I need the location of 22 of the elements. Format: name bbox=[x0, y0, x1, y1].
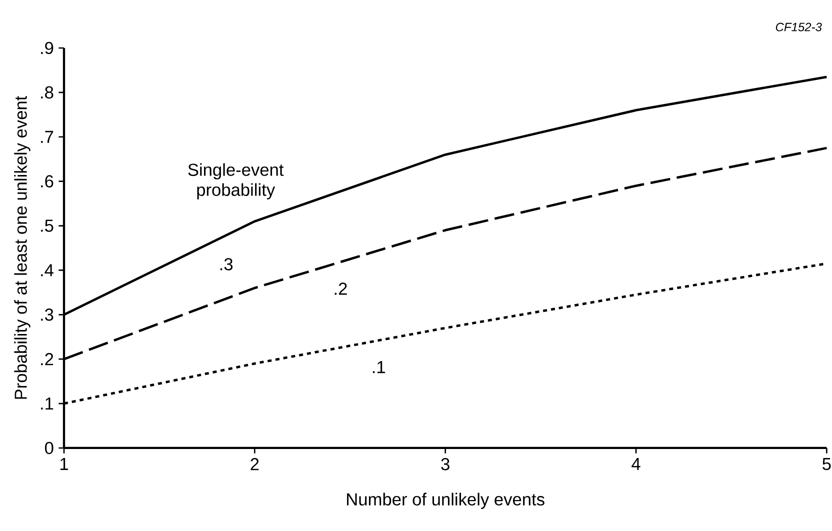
annotation: Single-event probability bbox=[188, 163, 284, 200]
y-axis-title: Probability of at least one unlikely event bbox=[14, 96, 30, 399]
text: CF152-3 bbox=[776, 22, 822, 32]
y-tick-label: .3 bbox=[41, 308, 54, 321]
x-tick-label: 4 bbox=[632, 458, 640, 470]
series-label: .3 bbox=[220, 258, 233, 271]
y-tick-label: .9 bbox=[41, 42, 54, 54]
x-axis-title: Number of unlikely events bbox=[347, 492, 544, 510]
y-tick-label: .1 bbox=[41, 398, 54, 410]
x-tick-label: 3 bbox=[441, 458, 450, 470]
y-tick-label: .5 bbox=[41, 220, 54, 232]
y-tick-label: .6 bbox=[41, 175, 54, 188]
x-tick-label: 2 bbox=[250, 458, 259, 470]
x-tick-label: 5 bbox=[822, 458, 831, 470]
y-tick-label: .4 bbox=[41, 264, 54, 276]
y-tick-label: .7 bbox=[41, 131, 54, 144]
series-label: .1 bbox=[372, 361, 385, 374]
x-tick-label: 1 bbox=[60, 458, 68, 470]
y-tick-label: 0 bbox=[44, 442, 54, 454]
y-tick-label: .8 bbox=[41, 86, 54, 99]
series-label: .2 bbox=[334, 282, 347, 295]
y-tick-label: .2 bbox=[41, 353, 54, 366]
